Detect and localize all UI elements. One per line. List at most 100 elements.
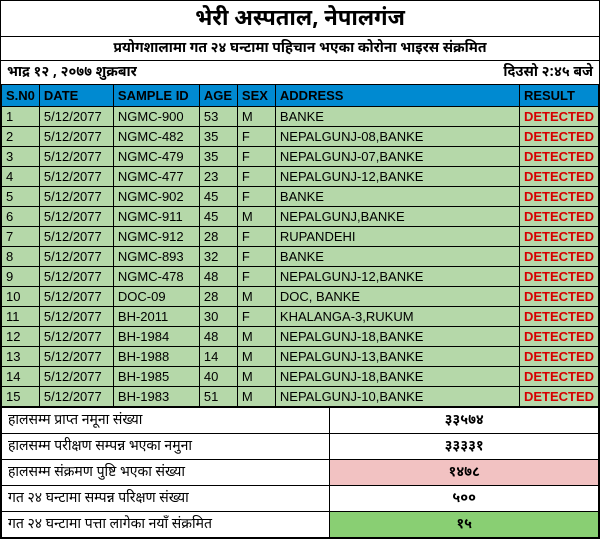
cell: DETECTED — [519, 287, 598, 307]
cell: NEPALGUNJ-13,BANKE — [275, 347, 519, 367]
col-2: SAMPLE ID — [113, 85, 199, 107]
cell: 35 — [199, 127, 237, 147]
cell: 5/12/2077 — [39, 207, 113, 227]
cell: 6 — [2, 207, 40, 227]
cell: NGMC-912 — [113, 227, 199, 247]
cell: M — [237, 367, 275, 387]
cell: 5/12/2077 — [39, 187, 113, 207]
cell: 40 — [199, 367, 237, 387]
cell: DETECTED — [519, 267, 598, 287]
date-line: भाद्र १२ , २०७७ शुक्रबार दिउसो २:४५ बजे — [1, 61, 599, 84]
cell: NGMC-479 — [113, 147, 199, 167]
table-row: 45/12/2077NGMC-47723FNEPALGUNJ-12,BANKED… — [2, 167, 599, 187]
cell: 5/12/2077 — [39, 387, 113, 407]
cell: 10 — [2, 287, 40, 307]
cell: F — [237, 187, 275, 207]
table-row: 125/12/2077BH-198448MNEPALGUNJ-18,BANKED… — [2, 327, 599, 347]
cell: 5 — [2, 187, 40, 207]
summary-row: हालसम्म संक्रमण पुष्टि भएका संख्या१४७८ — [2, 460, 599, 486]
cell: 3 — [2, 147, 40, 167]
cell: M — [237, 327, 275, 347]
table-row: 145/12/2077BH-198540MNEPALGUNJ-18,BANKED… — [2, 367, 599, 387]
table-row: 155/12/2077BH-198351MNEPALGUNJ-10,BANKED… — [2, 387, 599, 407]
cell: DETECTED — [519, 227, 598, 247]
cell: 9 — [2, 267, 40, 287]
cell: 5/12/2077 — [39, 367, 113, 387]
cell: BANKE — [275, 107, 519, 127]
cell: 5/12/2077 — [39, 167, 113, 187]
cell: 23 — [199, 167, 237, 187]
cell: 2 — [2, 127, 40, 147]
cell: 5/12/2077 — [39, 327, 113, 347]
report-container: भेरी अस्पताल, नेपालगंज प्रयोगशालामा गत २… — [0, 0, 600, 539]
cell: KHALANGA-3,RUKUM — [275, 307, 519, 327]
cell: F — [237, 267, 275, 287]
cell: F — [237, 127, 275, 147]
cell: DETECTED — [519, 327, 598, 347]
cell: M — [237, 287, 275, 307]
table-header-row: S.N0DATESAMPLE IDAGESEXADDRESSRESULT — [2, 85, 599, 107]
cell: 1 — [2, 107, 40, 127]
cell: 13 — [2, 347, 40, 367]
cell: 15 — [2, 387, 40, 407]
table-row: 85/12/2077NGMC-89332FBANKEDETECTED — [2, 247, 599, 267]
table-row: 35/12/2077NGMC-47935FNEPALGUNJ-07,BANKED… — [2, 147, 599, 167]
summary-value: ३३३३१ — [330, 434, 599, 460]
cell: 51 — [199, 387, 237, 407]
cell: DETECTED — [519, 247, 598, 267]
cell: BH-1983 — [113, 387, 199, 407]
cell: 4 — [2, 167, 40, 187]
table-row: 135/12/2077BH-198814MNEPALGUNJ-13,BANKED… — [2, 347, 599, 367]
cell: 14 — [199, 347, 237, 367]
cell: 5/12/2077 — [39, 347, 113, 367]
cell: BH-1985 — [113, 367, 199, 387]
cases-table: S.N0DATESAMPLE IDAGESEXADDRESSRESULT 1 5/… — [1, 84, 599, 407]
cell: 45 — [199, 207, 237, 227]
cell: 32 — [199, 247, 237, 267]
col-0: S.N0 — [2, 85, 40, 107]
cell: 5/12/2077 — [39, 267, 113, 287]
cell: NEPALGUNJ-18,BANKE — [275, 367, 519, 387]
cell: DOC-09 — [113, 287, 199, 307]
summary-value: १५ — [330, 512, 599, 538]
cell: 11 — [2, 307, 40, 327]
cell: BH-1984 — [113, 327, 199, 347]
cell: M — [237, 347, 275, 367]
cell: NGMC-478 — [113, 267, 199, 287]
cell: DETECTED — [519, 107, 598, 127]
table-row: 25/12/2077NGMC-48235FNEPALGUNJ-08,BANKED… — [2, 127, 599, 147]
summary-label: गत २४ घन्टामा सम्पन्न परिक्षण संख्या — [2, 486, 330, 512]
cell: DETECTED — [519, 127, 598, 147]
cell: DOC, BANKE — [275, 287, 519, 307]
summary-row: हालसम्म परीक्षण सम्पन्न भएका नमुना३३३३१ — [2, 434, 599, 460]
cell: DETECTED — [519, 187, 598, 207]
cell: NGMC-477 — [113, 167, 199, 187]
summary-label: गत २४ घन्टामा पत्ता लागेका नयाँ संक्रमित — [2, 512, 330, 538]
cell: BANKE — [275, 187, 519, 207]
cell: BH-2011 — [113, 307, 199, 327]
summary-value: ५०० — [330, 486, 599, 512]
cell: 45 — [199, 187, 237, 207]
cell: 30 — [199, 307, 237, 327]
cell: DETECTED — [519, 207, 598, 227]
table-row: 95/12/2077NGMC-47848FNEPALGUNJ-12,BANKED… — [2, 267, 599, 287]
date-right: दिउसो २:४५ बजे — [503, 63, 593, 82]
cell: DETECTED — [519, 147, 598, 167]
col-1: DATE — [39, 85, 113, 107]
col-3: AGE — [199, 85, 237, 107]
summary-row: गत २४ घन्टामा पत्ता लागेका नयाँ संक्रमित… — [2, 512, 599, 538]
table-row: 115/12/2077BH-201130FKHALANGA-3,RUKUMDET… — [2, 307, 599, 327]
summary-table: हालसम्म प्राप्त नमूना संख्या३३५७४हालसम्म… — [1, 407, 599, 538]
cell: BANKE — [275, 247, 519, 267]
cell: NGMC-893 — [113, 247, 199, 267]
cell: 7 — [2, 227, 40, 247]
summary-row: गत २४ घन्टामा सम्पन्न परिक्षण संख्या५०० — [2, 486, 599, 512]
cell: M — [237, 207, 275, 227]
col-5: ADDRESS — [275, 85, 519, 107]
cell: NEPALGUNJ-12,BANKE — [275, 267, 519, 287]
cell: 5/12/2077 — [39, 227, 113, 247]
cell: 35 — [199, 147, 237, 167]
cell: 28 — [199, 287, 237, 307]
hospital-title: भेरी अस्पताल, नेपालगंज — [1, 1, 599, 36]
col-4: SEX — [237, 85, 275, 107]
